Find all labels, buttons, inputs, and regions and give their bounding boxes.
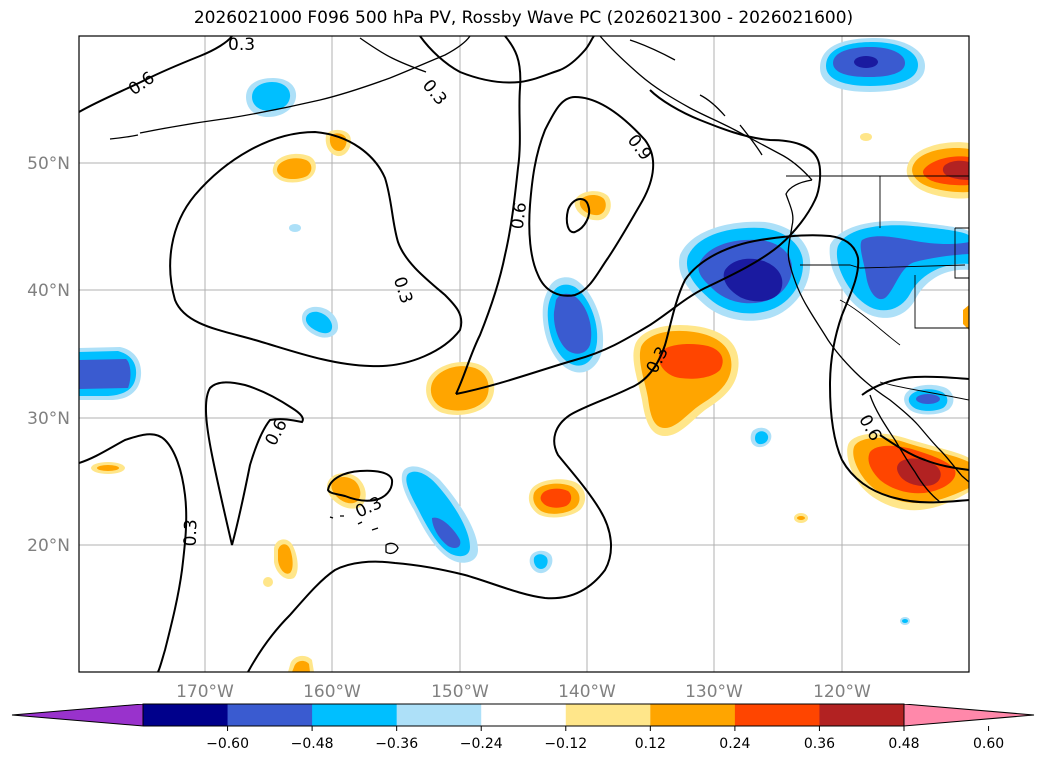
lat-label: 40°N [27, 281, 70, 301]
contour-label: 0.3 [181, 519, 202, 547]
positive-anomaly-blob [906, 142, 969, 199]
positive-anomaly-blob [574, 191, 611, 221]
lon-label: 140°W [558, 682, 616, 702]
negative-anomaly-blob [302, 306, 339, 338]
map-title: 2026021000 F096 500 hPa PV, Rossby Wave … [193, 8, 854, 28]
colorbar-tick-label: −0.48 [291, 736, 334, 752]
colorbar-tick-label: −0.36 [375, 736, 418, 752]
colorbar-segment [396, 704, 482, 726]
negative-anomaly-blob [904, 384, 954, 415]
lon-label: 120°W [813, 682, 871, 702]
positive-anomaly-blob [91, 133, 969, 672]
colorbar-extend-min [12, 704, 143, 726]
positive-anomaly-blob [272, 153, 316, 183]
political-border [786, 175, 969, 401]
colorbar-segment [565, 704, 651, 726]
colorbar-extend-max [904, 704, 1034, 726]
lat-label: 20°N [27, 536, 70, 556]
negative-anomaly-blob [289, 224, 910, 625]
negative-anomaly-blob [246, 78, 297, 117]
lon-label: 160°W [303, 682, 361, 702]
colorbar-segment [650, 704, 736, 726]
positive-anomaly-blob [274, 539, 298, 580]
longitude-labels: 170°W 160°W 150°W 140°W 130°W 120°W [176, 682, 871, 702]
negative-anomaly-blob [542, 277, 604, 373]
lat-label: 50°N [27, 154, 70, 174]
lat-label: 30°N [27, 409, 70, 429]
lon-label: 130°W [685, 682, 743, 702]
colorbar-outline [11, 703, 1035, 727]
colorbar-tick-label: 0.24 [719, 736, 750, 752]
colorbar-segment [481, 704, 567, 726]
lon-label: 170°W [176, 682, 234, 702]
islands [329, 515, 399, 555]
positive-anomaly-blob [633, 324, 739, 436]
colorbar-tick-label: 0.60 [973, 736, 1004, 752]
positive-anomaly-blob [528, 479, 586, 518]
pv-contour [79, 36, 969, 672]
map-panel: 0.6 0.3 0.3 0.9 0.6 0.3 0.6 0.3 0.3 0.3 … [79, 35, 969, 672]
colorbar-tick-label: −0.12 [544, 736, 587, 752]
positive-anomaly-blob [847, 433, 969, 511]
coastline [109, 36, 969, 503]
latitude-labels: 50°N 40°N 30°N 20°N [27, 154, 70, 556]
colorbar-tick-label: 0.36 [804, 736, 835, 752]
colorbar-tick-label: −0.60 [206, 736, 249, 752]
negative-anomaly-blob [529, 550, 553, 574]
colorbar-segment [312, 704, 398, 726]
negative-anomaly-blob [750, 427, 772, 448]
colorbar-segment [227, 704, 313, 726]
lon-label: 150°W [431, 682, 489, 702]
negative-anomaly-blob [79, 347, 142, 400]
colorbar-segment [143, 704, 229, 726]
colorbar-tick-label: 0.12 [635, 736, 666, 752]
contour-label: 0.6 [508, 201, 532, 231]
contour-label: 0.3 [228, 35, 255, 55]
colorbar: −0.60 −0.48 −0.36 −0.24 −0.12 0.12 0.24 0.36 0.4… [11, 703, 1035, 752]
positive-anomaly-blob [426, 361, 495, 415]
negative-anomaly-blob [820, 38, 925, 92]
colorbar-segment [734, 704, 820, 726]
negative-anomaly-blob [829, 220, 969, 318]
map-frame [78, 35, 970, 673]
colorbar-tick-label: 0.48 [888, 736, 919, 752]
colorbar-tick-label: −0.24 [460, 736, 503, 752]
colorbar-segment [819, 704, 905, 726]
negative-anomaly-blob [401, 466, 478, 563]
